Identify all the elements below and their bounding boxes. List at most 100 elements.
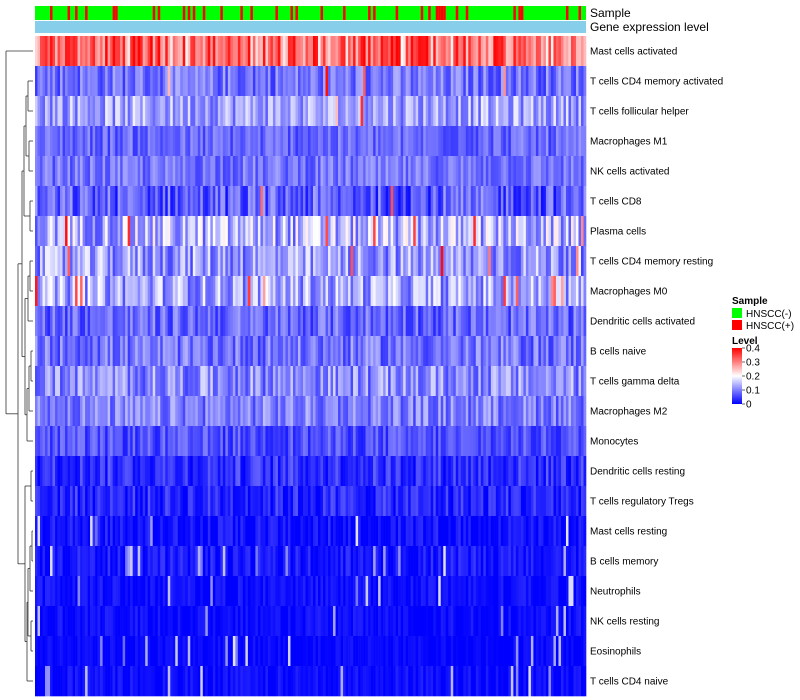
heatmap-cell bbox=[383, 126, 386, 157]
heatmap-cell bbox=[290, 426, 294, 457]
heatmap-cell bbox=[202, 36, 206, 67]
heatmap-cell bbox=[292, 606, 296, 637]
heatmap-cell bbox=[490, 126, 494, 157]
heatmap-cell bbox=[282, 396, 286, 427]
heatmap-cell bbox=[528, 366, 532, 397]
heatmap-cell bbox=[335, 96, 339, 127]
heatmap-cell bbox=[45, 336, 48, 367]
heatmap-cell bbox=[50, 456, 53, 487]
heatmap-cell bbox=[570, 546, 574, 577]
heatmap-cell bbox=[192, 456, 196, 487]
heatmap-cell bbox=[65, 216, 68, 247]
heatmap-cell bbox=[40, 96, 43, 127]
heatmap-cell bbox=[545, 246, 549, 277]
heatmap-cell bbox=[338, 606, 341, 637]
heatmap-cell bbox=[242, 366, 246, 397]
heatmap-cell bbox=[185, 486, 189, 517]
heatmap-cell bbox=[573, 246, 577, 277]
heatmap-cell bbox=[558, 636, 562, 667]
heatmap-cell bbox=[518, 126, 522, 157]
heatmap-cell bbox=[538, 516, 542, 547]
heatmap-cell bbox=[62, 246, 66, 277]
heatmap-cell bbox=[267, 156, 271, 187]
heatmap-cell bbox=[217, 216, 221, 247]
heatmap-cell bbox=[55, 96, 58, 127]
heatmap-cell bbox=[147, 156, 151, 187]
heatmap-cell bbox=[458, 456, 462, 487]
heatmap-cell bbox=[92, 216, 96, 247]
heatmap-cell bbox=[120, 606, 123, 637]
heatmap-cell bbox=[343, 306, 346, 337]
heatmap-cell bbox=[110, 276, 113, 307]
heatmap-cell bbox=[235, 666, 239, 697]
heatmap-cell bbox=[280, 156, 284, 187]
heatmap-cell bbox=[272, 486, 276, 517]
heatmap-cell bbox=[513, 666, 517, 697]
heatmap-cell bbox=[330, 186, 334, 217]
heatmap-cell bbox=[125, 276, 128, 307]
heatmap-cell bbox=[408, 486, 411, 517]
heatmap-cell bbox=[257, 366, 261, 397]
heatmap-cell bbox=[67, 336, 71, 367]
heatmap-cell bbox=[353, 36, 356, 67]
heatmap-cell bbox=[160, 546, 164, 577]
heatmap-cell bbox=[340, 246, 344, 277]
heatmap-cell bbox=[555, 156, 559, 187]
heatmap-cell bbox=[207, 126, 211, 157]
heatmap-cell bbox=[568, 456, 572, 487]
heatmap-cell bbox=[433, 126, 437, 157]
heatmap-cell bbox=[35, 546, 38, 577]
heatmap-cell bbox=[297, 186, 301, 217]
heatmap-cell bbox=[180, 426, 184, 457]
heatmap-cell bbox=[338, 516, 341, 547]
heatmap-cell bbox=[37, 426, 41, 457]
heatmap-cell bbox=[270, 606, 274, 637]
heatmap-cell bbox=[570, 186, 574, 217]
heatmap-cell bbox=[423, 66, 426, 97]
heatmap-cell bbox=[160, 606, 164, 637]
heatmap-cell bbox=[465, 66, 469, 97]
heatmap-cell bbox=[147, 186, 151, 217]
heatmap-cell bbox=[142, 36, 146, 67]
heatmap-cell bbox=[455, 126, 459, 157]
heatmap-cell bbox=[390, 216, 394, 247]
heatmap-cell bbox=[465, 246, 469, 277]
heatmap-cell bbox=[508, 156, 512, 187]
heatmap-cell bbox=[172, 396, 176, 427]
heatmap-cell bbox=[152, 666, 156, 697]
heatmap-cell bbox=[240, 276, 244, 307]
heatmap-cell bbox=[192, 606, 196, 637]
heatmap-cell bbox=[443, 546, 447, 577]
heatmap-cell bbox=[343, 246, 346, 277]
heatmap-cell bbox=[430, 246, 434, 277]
heatmap-cell bbox=[368, 126, 371, 157]
heatmap-cell bbox=[157, 246, 161, 277]
heatmap-cell bbox=[47, 336, 51, 367]
heatmap-cell bbox=[82, 426, 86, 457]
heatmap-cell bbox=[365, 396, 369, 427]
heatmap-cell bbox=[142, 126, 146, 157]
heatmap-cell bbox=[187, 66, 191, 97]
heatmap-cell bbox=[262, 366, 266, 397]
heatmap-cell bbox=[262, 66, 266, 97]
heatmap-cell bbox=[378, 66, 381, 97]
heatmap-cell bbox=[498, 156, 502, 187]
heatmap-cell bbox=[423, 186, 426, 217]
heatmap-cell bbox=[370, 486, 374, 517]
heatmap-cell bbox=[237, 246, 241, 277]
heatmap-cell bbox=[488, 486, 492, 517]
heatmap-cell bbox=[172, 66, 176, 97]
heatmap-cell bbox=[470, 366, 474, 397]
heatmap-cell bbox=[227, 456, 231, 487]
heatmap-cell bbox=[460, 36, 464, 67]
heatmap-cell bbox=[513, 606, 517, 637]
heatmap-cell bbox=[277, 36, 281, 67]
heatmap-cell bbox=[405, 456, 409, 487]
heatmap-cell bbox=[405, 306, 409, 337]
heatmap-cell bbox=[550, 186, 554, 217]
heatmap-cell bbox=[95, 186, 98, 217]
heatmap-cell bbox=[535, 366, 539, 397]
heatmap-cell bbox=[210, 186, 214, 217]
heatmap-cell bbox=[368, 636, 371, 667]
heatmap-cell bbox=[405, 396, 409, 427]
